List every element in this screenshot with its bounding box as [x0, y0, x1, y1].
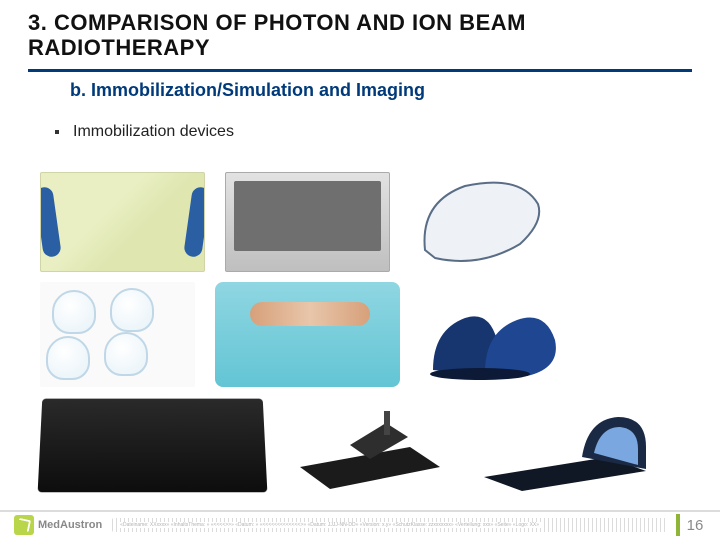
slide-footer: MedAustron «Dateiname: XXxxxx» «InhaltsT… — [0, 510, 720, 540]
device-carbon-couch-board — [38, 399, 268, 493]
footer-meta-text: «Dateiname: XXxxxx» «InhaltsThema: » «<<… — [118, 522, 541, 528]
bullet-text: Immobilization devices — [73, 123, 234, 141]
device-vacuum-forming-box — [225, 172, 390, 272]
device-indexed-baseplate — [290, 397, 450, 492]
brand-logo-icon — [14, 515, 34, 535]
device-vacuum-mattress-patient — [215, 282, 400, 387]
device-knee-leg-support — [425, 280, 575, 388]
page-number: 16 — [687, 517, 704, 534]
footer-divider — [0, 510, 720, 512]
heading-title: 3. COMPARISON OF PHOTON AND ION BEAM RAD… — [28, 10, 692, 61]
device-thermoplastic-mask-sheets — [40, 172, 205, 272]
image-gallery — [40, 172, 680, 494]
device-prone-breast-board — [478, 397, 653, 492]
slide-subheading: b. Immobilization/Simulation and Imaging — [0, 72, 720, 101]
bullet-marker-icon — [55, 130, 59, 134]
brand-logo: MedAustron — [14, 515, 102, 535]
device-head-cushion — [410, 172, 550, 272]
bullet-row: Immobilization devices — [0, 101, 720, 141]
footer-meta-strip: «Dateiname: XXxxxx» «InhaltsThema: » «<<… — [112, 518, 666, 532]
page-number-box: 16 — [676, 514, 710, 536]
device-head-cups-set — [40, 282, 195, 387]
slide: 3. COMPARISON OF PHOTON AND ION BEAM RAD… — [0, 0, 720, 540]
slide-heading: 3. COMPARISON OF PHOTON AND ION BEAM RAD… — [0, 0, 720, 65]
brand-logo-text: MedAustron — [38, 519, 102, 531]
